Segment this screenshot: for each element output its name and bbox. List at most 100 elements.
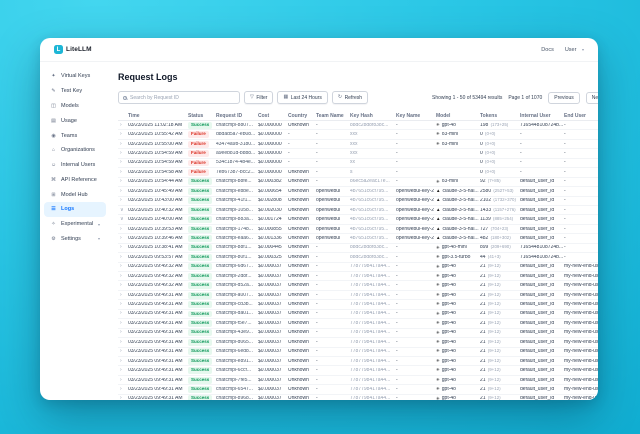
refresh-button[interactable]: ↻ Refresh	[331, 91, 369, 104]
sidebar-item-settings[interactable]: ⚙ Settings ▾	[44, 232, 106, 247]
sidebar-item-logs[interactable]: ☰ Logs	[44, 202, 106, 217]
table-row[interactable]: › 03/23/2025 10:55:00 AM Failure 43474a9b-3…	[118, 140, 598, 150]
table-row[interactable]: › 03/23/2025 10:39:53 AM Success chatcmpl-1…	[118, 225, 598, 235]
sidebar-item-test-key[interactable]: ✎ Test Key	[44, 84, 106, 99]
row-expander-icon[interactable]: ›	[120, 132, 122, 138]
cell-time: 03/23/2025 10:55:00 AM	[128, 141, 183, 147]
row-expander-icon[interactable]: ›	[120, 198, 122, 204]
table-row[interactable]: › 03/23/2025 09:49:31 AM Success chatcmpl-8…	[118, 395, 598, 400]
table-row[interactable]: › 03/23/2025 09:49:32 AM Success chatcmpl-6…	[118, 263, 598, 272]
cell-key-hash: 7787798417a44...	[350, 358, 391, 364]
user-menu[interactable]: User ▾	[565, 47, 584, 53]
row-expander-icon[interactable]: ∨	[120, 207, 124, 213]
row-expander-icon[interactable]: ›	[120, 151, 122, 157]
table-row[interactable]: › 03/23/2025 10:43:00 AM Success chatcmpl-4…	[118, 197, 598, 206]
teams-icon: ◉	[51, 132, 56, 139]
cell-internal-user: default_user_id	[520, 217, 555, 223]
table-row[interactable]: › 03/23/2025 09:49:32 AM Success chatcmpl-d…	[118, 281, 598, 291]
cell-key-name: -	[396, 264, 398, 270]
cell-key-hash: 7787798417a44...	[350, 377, 391, 383]
row-expander-icon[interactable]: ∨	[120, 217, 124, 223]
row-expander-icon[interactable]: ›	[120, 339, 122, 345]
row-expander-icon[interactable]: ›	[120, 245, 122, 251]
table-row[interactable]: › 03/23/2025 09:49:31 AM Success chatcmpl-c…	[118, 300, 598, 310]
sidebar-item-internal-users[interactable]: ☺ Internal Users	[44, 158, 106, 173]
row-expander-icon[interactable]: ›	[120, 169, 122, 175]
row-expander-icon[interactable]: ›	[120, 160, 122, 166]
table-row[interactable]: › 03/23/2025 10:54:58 AM Failure 7eb67387-b…	[118, 168, 598, 178]
table-row[interactable]: › 03/23/2025 10:54:59 AM Failure a9eeb81d-b…	[118, 149, 598, 159]
previous-page-button[interactable]: Previous	[548, 91, 580, 104]
table-row[interactable]: › 03/23/2025 11:02:18 AM Success chatcmpl-8…	[118, 121, 598, 131]
next-page-button[interactable]: Next	[585, 91, 598, 104]
row-expander-icon[interactable]: ›	[120, 320, 122, 326]
row-expander-icon[interactable]: ›	[120, 226, 122, 232]
table-row[interactable]: › 03/23/2025 09:49:31 AM Success chatcmpl-a…	[118, 291, 598, 301]
row-expander-icon[interactable]: ›	[120, 141, 122, 147]
row-expander-icon[interactable]: ›	[120, 235, 122, 241]
sidebar-item-virtual-keys[interactable]: ✦ Virtual Keys	[44, 69, 106, 84]
sidebar-item-models[interactable]: ◫ Models	[44, 99, 106, 114]
row-expander-icon[interactable]: ›	[120, 386, 122, 392]
cell-key-name: -	[396, 283, 398, 289]
table-row[interactable]: › 03/23/2025 10:39:46 AM Success chatcmpl-e…	[118, 234, 598, 244]
row-expander-icon[interactable]: ›	[120, 254, 122, 260]
sidebar-item-api-reference[interactable]: ⌘ API Reference	[44, 172, 106, 187]
status-badge: Success	[188, 187, 213, 195]
row-expander-icon[interactable]: ›	[120, 179, 122, 185]
table-row[interactable]: ∨ 03/23/2025 10:40:32 AM Success chatcmpl-1…	[118, 206, 598, 216]
cell-country: Unknown	[288, 349, 309, 355]
row-expander-icon[interactable]: ›	[120, 283, 122, 289]
table-row[interactable]: › 03/23/2025 09:49:31 AM Success chatcmpl-7…	[118, 376, 598, 386]
table-row[interactable]: › 03/23/2025 10:38:41 AM Success chatcmpl-8…	[118, 244, 598, 254]
row-expander-icon[interactable]: ›	[120, 377, 122, 383]
table-row[interactable]: › 03/23/2025 10:54:59 AM Failure 534c1874-4…	[118, 159, 598, 169]
tokens-total: 21	[480, 339, 486, 345]
search-input[interactable]	[130, 94, 235, 101]
table-row[interactable]: › 03/23/2025 09:49:31 AM Success chatcmpl-e…	[118, 357, 598, 367]
table-row[interactable]: › 03/23/2025 09:49:31 AM Success chatcmpl-6…	[118, 366, 598, 376]
sidebar-item-usage[interactable]: ▤ Usage	[44, 113, 106, 128]
table-row[interactable]: › 03/23/2025 09:53:57 AM Success chatcmpl-8…	[118, 253, 598, 263]
table-row[interactable]: ∨ 03/23/2025 10:40:00 AM Success chatcmpl-8…	[118, 215, 598, 225]
chevron-down-icon: ▾	[97, 236, 100, 242]
time-range-button[interactable]: ▦ Last 24 Hours	[277, 91, 328, 104]
cell-cost: $0.000037	[258, 273, 282, 279]
row-expander-icon[interactable]: ›	[120, 302, 122, 308]
status-badge: Success	[188, 282, 213, 290]
table-row[interactable]: › 03/23/2025 10:54:44 AM Success chatcmpl-b…	[118, 178, 598, 188]
row-expander-icon[interactable]: ›	[120, 311, 122, 317]
cell-country: Unknown	[288, 169, 309, 175]
docs-link[interactable]: Docs	[541, 46, 554, 53]
cell-internal-user: -	[520, 132, 522, 138]
row-expander-icon[interactable]: ›	[120, 188, 122, 194]
table-row[interactable]: › 03/23/2025 10:45:49 AM Success chatcmpl-e…	[118, 187, 598, 197]
table-row[interactable]: › 03/23/2025 09:49:31 AM Success chatcmpl-6…	[118, 385, 598, 395]
filter-button[interactable]: ▽ Filter	[244, 91, 274, 104]
row-expander-icon[interactable]: ›	[120, 122, 122, 128]
cell-country: -	[288, 160, 290, 166]
table-row[interactable]: › 03/23/2025 09:49:31 AM Success chatcmpl-6…	[118, 348, 598, 357]
row-expander-icon[interactable]: ›	[120, 396, 122, 400]
sidebar-item-model-hub[interactable]: ⊞ Model Hub	[44, 187, 106, 202]
table-row[interactable]: › 03/23/2025 09:49:31 AM Success chatcmpl-f…	[118, 319, 598, 329]
row-expander-icon[interactable]: ›	[120, 330, 122, 336]
tokens-total: 21	[480, 264, 486, 270]
table-row[interactable]: › 03/23/2025 09:49:31 AM Success chatcmpl-4…	[118, 329, 598, 339]
row-expander-icon[interactable]: ›	[120, 358, 122, 364]
cell-end-user: my-new-end-user-1	[564, 396, 598, 400]
row-expander-icon[interactable]: ›	[120, 273, 122, 279]
sidebar-item-organizations[interactable]: ⌂ Organizations	[44, 143, 106, 158]
table-row[interactable]: › 03/23/2025 10:55:42 AM Failure d8dad5a7-e…	[118, 130, 598, 140]
sidebar-item-teams[interactable]: ◉ Teams	[44, 128, 106, 143]
row-expander-icon[interactable]: ›	[120, 368, 122, 374]
row-expander-icon[interactable]: ›	[120, 349, 122, 355]
sidebar-item-experimental[interactable]: ✧ Experimental ▾	[44, 217, 106, 232]
table-row[interactable]: › 03/23/2025 09:49:31 AM Success chatcmpl-d…	[118, 310, 598, 320]
table-row[interactable]: › 03/23/2025 09:49:32 AM Success chatcmpl-2…	[118, 272, 598, 282]
row-expander-icon[interactable]: ›	[120, 264, 122, 270]
cell-cost: $0.000445	[258, 245, 282, 251]
request-id-search[interactable]	[118, 91, 240, 104]
table-row[interactable]: › 03/23/2025 09:49:31 AM Success chatcmpl-d…	[118, 338, 598, 348]
row-expander-icon[interactable]: ›	[120, 292, 122, 298]
